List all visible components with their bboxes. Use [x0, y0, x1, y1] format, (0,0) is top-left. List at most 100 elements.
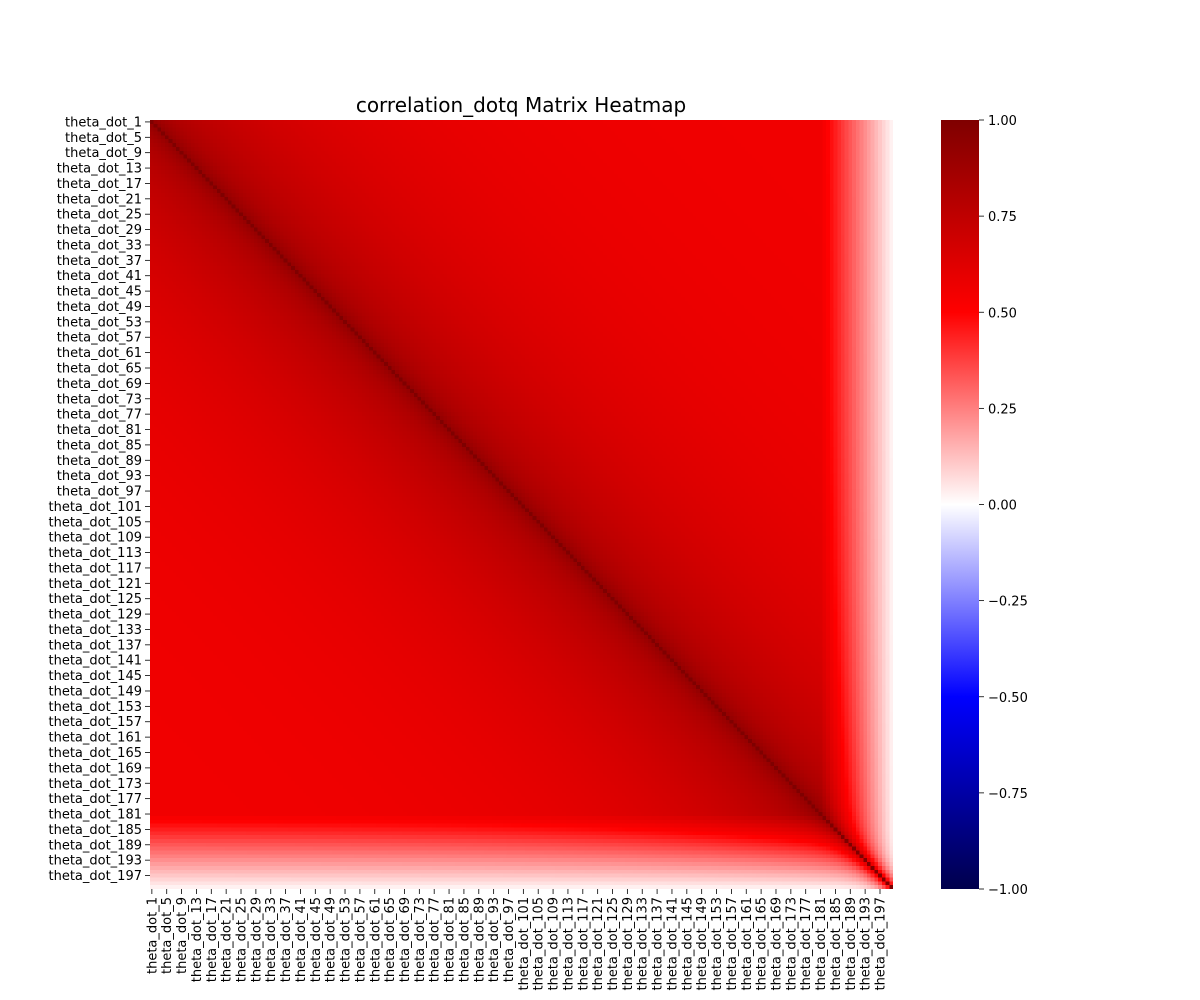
y-tick-label: theta_dot_1 — [65, 115, 142, 130]
x-tick-label: theta_dot_81 — [443, 897, 458, 982]
y-tick-label: theta_dot_93 — [57, 469, 142, 484]
x-tick-label: theta_dot_145 — [680, 897, 695, 991]
x-tick-label: theta_dot_61 — [368, 897, 383, 982]
y-tick-label: theta_dot_141 — [48, 654, 142, 669]
y-tick-label: theta_dot_25 — [57, 208, 142, 223]
x-tick-label: theta_dot_49 — [324, 897, 339, 982]
y-tick-label: theta_dot_125 — [48, 592, 142, 607]
y-tick-label: theta_dot_73 — [57, 392, 142, 407]
x-tick-label: theta_dot_105 — [532, 897, 547, 991]
y-tick-label: theta_dot_81 — [57, 423, 142, 438]
y-axis-ticks: theta_dot_1theta_dot_5theta_dot_9theta_d… — [48, 115, 150, 884]
colorbar-tick-label: −0.75 — [988, 787, 1028, 802]
x-tick-label: theta_dot_197 — [873, 897, 888, 991]
colorbar-tick-label: −0.50 — [988, 691, 1028, 706]
x-tick-label: theta_dot_157 — [725, 897, 740, 991]
y-tick-label: theta_dot_197 — [48, 869, 142, 884]
x-tick-label: theta_dot_165 — [755, 897, 770, 991]
colorbar-tick-label: −1.00 — [988, 883, 1028, 898]
x-tick-label: theta_dot_117 — [576, 897, 591, 991]
x-tick-label: theta_dot_97 — [502, 897, 517, 982]
y-tick-label: theta_dot_5 — [65, 131, 142, 146]
colorbar — [941, 120, 979, 889]
x-tick-label: theta_dot_129 — [621, 897, 636, 991]
x-tick-label: theta_dot_21 — [220, 897, 235, 982]
y-tick-label: theta_dot_137 — [48, 638, 142, 653]
y-tick-label: theta_dot_37 — [57, 254, 142, 269]
y-tick-label: theta_dot_133 — [48, 623, 142, 638]
x-tick-label: theta_dot_109 — [547, 897, 562, 991]
x-tick-label: theta_dot_73 — [413, 897, 428, 982]
y-tick-label: theta_dot_121 — [48, 577, 142, 592]
y-tick-label: theta_dot_145 — [48, 669, 142, 684]
x-tick-label: theta_dot_33 — [264, 897, 279, 982]
y-tick-label: theta_dot_185 — [48, 823, 142, 838]
x-tick-label: theta_dot_13 — [190, 897, 205, 982]
colorbar-tick-label: 0.50 — [988, 306, 1017, 321]
y-tick-label: theta_dot_33 — [57, 238, 142, 253]
x-tick-label: theta_dot_57 — [353, 897, 368, 982]
x-tick-label: theta_dot_153 — [710, 897, 725, 991]
y-tick-label: theta_dot_129 — [48, 608, 142, 623]
x-tick-label: theta_dot_93 — [487, 897, 502, 982]
y-tick-label: theta_dot_9 — [65, 146, 142, 161]
y-tick-label: theta_dot_193 — [48, 854, 142, 869]
x-tick-label: theta_dot_181 — [814, 897, 829, 991]
y-tick-label: theta_dot_65 — [57, 362, 142, 377]
y-tick-label: theta_dot_89 — [57, 454, 142, 469]
y-tick-label: theta_dot_85 — [57, 438, 142, 453]
y-tick-label: theta_dot_165 — [48, 746, 142, 761]
y-tick-label: theta_dot_13 — [57, 162, 142, 177]
x-tick-label: theta_dot_161 — [740, 897, 755, 991]
x-tick-label: theta_dot_101 — [517, 897, 532, 991]
x-tick-label: theta_dot_169 — [769, 897, 784, 991]
colorbar-tick-label: 1.00 — [988, 114, 1017, 129]
heatmap-cells — [150, 120, 893, 889]
y-tick-label: theta_dot_157 — [48, 715, 142, 730]
y-tick-label: theta_dot_101 — [48, 500, 142, 515]
y-tick-label: theta_dot_69 — [57, 377, 142, 392]
y-tick-label: theta_dot_177 — [48, 792, 142, 807]
y-tick-label: theta_dot_21 — [57, 192, 142, 207]
chart-title: correlation_dotq Matrix Heatmap — [356, 93, 686, 117]
y-tick-label: theta_dot_173 — [48, 777, 142, 792]
x-axis-ticks: theta_dot_1 theta_dot_5 theta_dot_9 theta_d… — [145, 889, 888, 991]
y-tick-label: theta_dot_189 — [48, 838, 142, 853]
x-tick-label: theta_dot_141 — [665, 897, 680, 991]
x-tick-label: theta_dot_69 — [398, 897, 413, 982]
x-tick-label: theta_dot_5 — [160, 897, 175, 974]
x-tick-label: theta_dot_65 — [383, 897, 398, 982]
y-tick-label: theta_dot_77 — [57, 408, 142, 423]
x-tick-label: theta_dot_29 — [249, 897, 264, 982]
x-tick-label: theta_dot_9 — [175, 897, 190, 974]
x-tick-label: theta_dot_137 — [651, 897, 666, 991]
y-tick-label: theta_dot_49 — [57, 300, 142, 315]
y-tick-label: theta_dot_169 — [48, 761, 142, 776]
x-tick-label: theta_dot_17 — [205, 897, 220, 982]
y-tick-label: theta_dot_41 — [57, 269, 142, 284]
x-tick-label: theta_dot_45 — [309, 897, 324, 982]
y-tick-label: theta_dot_105 — [48, 515, 142, 530]
y-tick-label: theta_dot_149 — [48, 684, 142, 699]
x-tick-label: theta_dot_53 — [339, 897, 354, 982]
x-tick-label: theta_dot_125 — [606, 897, 621, 991]
y-tick-label: theta_dot_117 — [48, 561, 142, 576]
colorbar-tick-label: −0.25 — [988, 595, 1028, 610]
x-tick-label: theta_dot_177 — [799, 897, 814, 991]
x-tick-label: theta_dot_121 — [591, 897, 606, 991]
x-tick-label: theta_dot_193 — [859, 897, 874, 991]
x-tick-label: theta_dot_77 — [428, 897, 443, 982]
x-tick-label: theta_dot_133 — [636, 897, 651, 991]
x-tick-label: theta_dot_41 — [294, 897, 309, 982]
x-tick-label: theta_dot_189 — [844, 897, 859, 991]
x-tick-label: theta_dot_185 — [829, 897, 844, 991]
colorbar-tick-label: 0.75 — [988, 210, 1017, 225]
x-tick-label: theta_dot_113 — [561, 897, 576, 991]
x-tick-label: theta_dot_89 — [472, 897, 487, 982]
y-tick-label: theta_dot_161 — [48, 731, 142, 746]
y-tick-label: theta_dot_45 — [57, 285, 142, 300]
y-tick-label: theta_dot_97 — [57, 485, 142, 500]
y-tick-label: theta_dot_57 — [57, 331, 142, 346]
